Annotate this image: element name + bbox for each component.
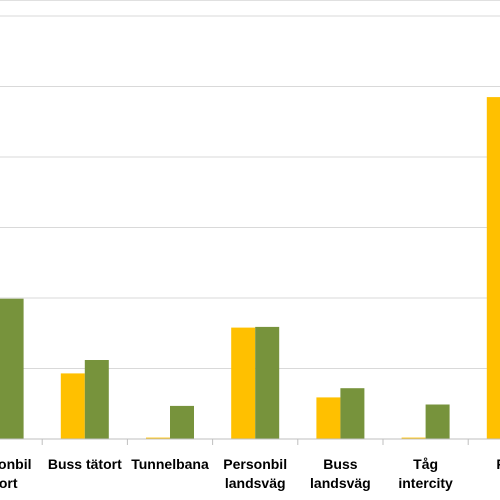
bar-series-2 xyxy=(255,326,280,439)
x-tick-label: Tunnelbana xyxy=(131,456,209,472)
x-axis-ticks xyxy=(41,439,469,445)
x-tick-label: Personbil landsväg xyxy=(223,456,287,491)
bar-series-1 xyxy=(60,373,85,439)
bar-series-2 xyxy=(340,388,365,439)
x-tick-label: Buss landsväg xyxy=(310,456,371,491)
bar-series-1 xyxy=(231,327,256,439)
gridlines xyxy=(0,15,500,369)
bar-series-2 xyxy=(0,298,24,439)
x-tick-label: Buss tätort xyxy=(48,456,122,472)
bar-series-1 xyxy=(486,97,500,439)
bar-series-1 xyxy=(146,437,170,439)
bar-series-2 xyxy=(84,360,109,439)
x-tick-label: Tåg intercity xyxy=(398,456,453,491)
bar-series-2 xyxy=(425,404,450,439)
bars xyxy=(0,97,500,439)
bar-series-2 xyxy=(170,405,194,439)
x-axis-labels: Personbiltätort Buss tätort Tunnelbana Pers… xyxy=(0,456,500,491)
bar-series-1 xyxy=(401,437,426,439)
x-tick-label: Personbiltätort xyxy=(0,456,31,491)
bar-series-1 xyxy=(316,397,341,439)
x-tick-label: Flyg xyxy=(496,456,500,472)
